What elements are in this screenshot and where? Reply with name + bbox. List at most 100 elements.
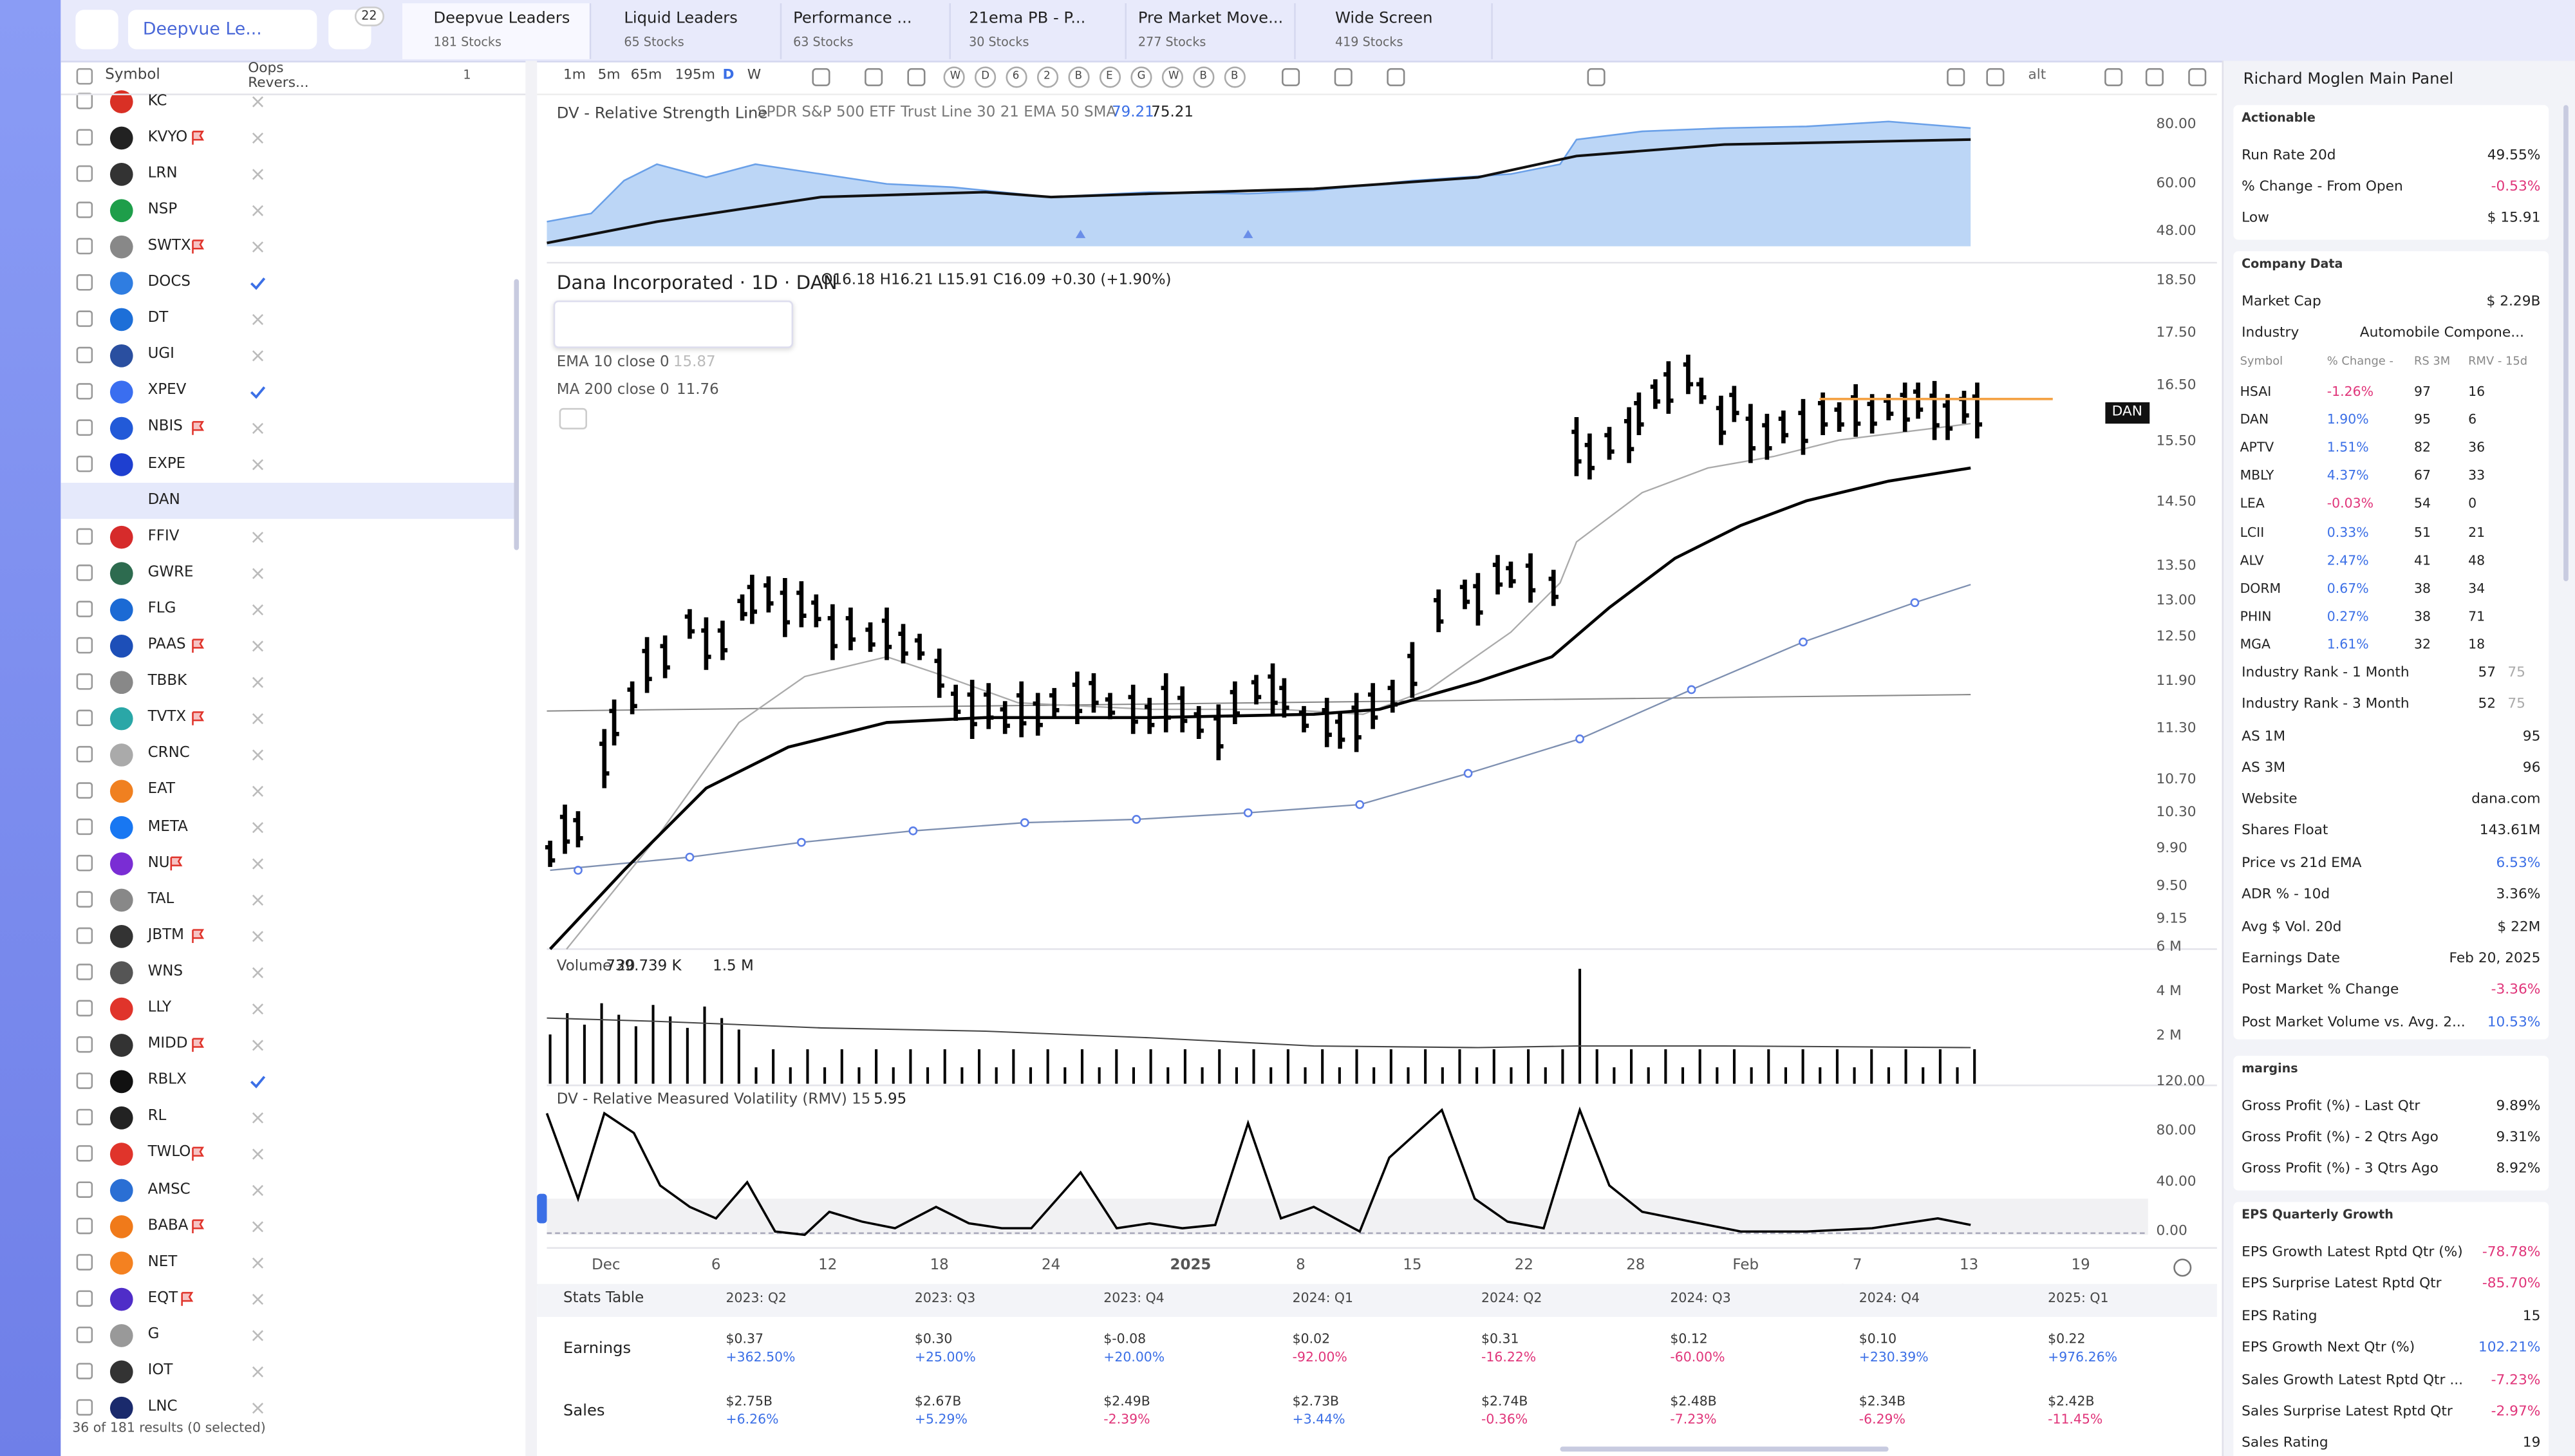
watchlist-row[interactable] (61, 773, 514, 809)
shortcut-button[interactable]: W (950, 68, 961, 82)
tab-title[interactable]: Wide Screen (1334, 10, 1433, 28)
symbol[interactable]: FFIV (147, 528, 180, 545)
watchlist-row[interactable] (61, 374, 514, 410)
watchlist-row[interactable] (61, 483, 514, 519)
tab[interactable] (593, 3, 782, 59)
symbol[interactable]: NU (147, 855, 170, 872)
watchlist-row[interactable] (61, 737, 514, 773)
watchlist-row[interactable] (61, 1136, 514, 1172)
symbol[interactable]: FLG (147, 601, 176, 617)
shortcut-button[interactable]: B (1230, 68, 1239, 82)
tab-title[interactable]: Deepvue Leaders (433, 10, 570, 28)
watchlist-row[interactable] (61, 664, 514, 700)
symbol[interactable]: UGI (147, 346, 174, 364)
tab-subtitle[interactable]: 181 Stocks (433, 34, 502, 50)
watchlist-row[interactable] (61, 955, 514, 991)
watchlist-row[interactable] (61, 882, 514, 918)
tab[interactable] (402, 3, 592, 59)
symbol[interactable]: G (147, 1326, 160, 1343)
watchlist-row[interactable] (61, 156, 514, 192)
symbol[interactable]: EXPE (147, 455, 186, 472)
symbol[interactable]: XPEV (147, 383, 187, 400)
symbol[interactable]: SWTX (147, 238, 191, 255)
watchlist-row[interactable] (61, 301, 514, 337)
symbol[interactable]: MIDD (147, 1036, 188, 1053)
symbol[interactable]: DAN (147, 492, 180, 509)
tab-subtitle[interactable]: 65 Stocks (624, 34, 684, 50)
symbol[interactable]: KVYO (147, 129, 188, 146)
symbol[interactable]: NBIS (147, 419, 183, 436)
watchlist-row[interactable] (61, 1027, 514, 1063)
list-select-text[interactable]: Deepvue Le... (142, 19, 262, 40)
symbol[interactable]: TVTX (147, 709, 187, 727)
watchlist-row[interactable] (61, 1245, 514, 1281)
watchlist-row[interactable] (61, 628, 514, 664)
timeframe-button[interactable]: 195m (675, 67, 716, 84)
watchlist-row[interactable] (61, 810, 514, 846)
tab[interactable] (762, 3, 951, 59)
shortcut-button[interactable]: W (1168, 68, 1179, 82)
watchlist-row[interactable] (61, 1282, 514, 1318)
shortcut-button[interactable]: D (981, 68, 990, 82)
symbol[interactable]: AMSC (147, 1181, 191, 1198)
shortcut-button[interactable]: 2 (1044, 68, 1051, 82)
watchlist-row[interactable] (61, 192, 514, 229)
shortcut-button[interactable]: E (1106, 68, 1113, 82)
watchlist-row[interactable] (61, 120, 514, 156)
tab-subtitle[interactable]: 63 Stocks (793, 34, 854, 50)
symbol[interactable]: LNC (147, 1399, 178, 1416)
symbol[interactable]: RBLX (147, 1072, 187, 1089)
tab-title[interactable]: Liquid Leaders (624, 10, 738, 28)
watchlist-row[interactable] (61, 1063, 514, 1099)
symbol[interactable]: TWLO (147, 1145, 191, 1162)
symbol[interactable]: LRN (147, 165, 178, 182)
timeframe-button[interactable]: 5m (597, 67, 621, 84)
symbol[interactable]: WNS (147, 964, 183, 980)
tab-subtitle[interactable]: 277 Stocks (1138, 34, 1206, 50)
watchlist-row[interactable] (61, 229, 514, 265)
search-button[interactable] (75, 10, 118, 50)
symbol[interactable]: CRNC (147, 745, 190, 763)
symbol[interactable]: TAL (147, 891, 174, 908)
timeframe-button[interactable]: 1m (563, 67, 586, 84)
watchlist-row[interactable] (61, 555, 514, 592)
symbol[interactable]: GWRE (147, 565, 194, 581)
list-select[interactable] (127, 10, 317, 50)
symbol[interactable]: NSP (147, 201, 178, 218)
symbol[interactable]: DT (147, 310, 169, 327)
watchlist-row[interactable] (61, 991, 514, 1027)
symbol[interactable]: META (147, 818, 188, 835)
timeframe-button[interactable]: W (747, 67, 762, 84)
timeframe-button[interactable]: D (722, 67, 735, 84)
symbol[interactable]: EAT (147, 782, 176, 799)
timeframe-button[interactable]: 65m (630, 67, 662, 84)
watchlist-row[interactable] (61, 447, 514, 483)
watchlist-row[interactable] (61, 1209, 514, 1245)
tab[interactable] (1304, 3, 1493, 59)
tab-subtitle[interactable]: 419 Stocks (1334, 34, 1403, 50)
watchlist-row[interactable] (61, 519, 514, 555)
tab-title[interactable]: Pre Market Move... (1138, 10, 1284, 28)
tab[interactable] (1107, 3, 1296, 59)
tab-title[interactable]: 21ema PB - P... (969, 10, 1086, 28)
watchlist-row[interactable] (61, 700, 514, 736)
tab-title[interactable]: Performance ... (793, 10, 912, 28)
symbol[interactable]: NET (147, 1254, 178, 1271)
watchlist-row[interactable] (61, 1354, 514, 1390)
watchlist-row[interactable] (61, 1318, 514, 1354)
watchlist-row[interactable] (61, 592, 514, 628)
tab[interactable] (938, 3, 1127, 59)
shortcut-button[interactable]: B (1199, 68, 1207, 82)
symbol[interactable]: DOCS (147, 274, 191, 291)
symbol[interactable]: TBBK (147, 673, 187, 690)
symbol[interactable]: EQT (147, 1290, 178, 1307)
tab-subtitle[interactable]: 30 Stocks (969, 34, 1029, 50)
watchlist-row[interactable] (61, 410, 514, 446)
symbol[interactable]: RL (147, 1108, 167, 1126)
shortcut-button[interactable]: B (1074, 68, 1083, 82)
watchlist-row[interactable] (61, 846, 514, 882)
watchlist-row[interactable] (61, 265, 514, 301)
symbol[interactable]: IOT (147, 1363, 173, 1379)
watchlist-row[interactable] (61, 1172, 514, 1208)
symbol[interactable]: KC (147, 93, 167, 109)
